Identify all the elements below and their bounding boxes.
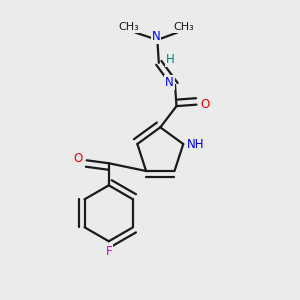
- Text: N: N: [152, 30, 160, 43]
- Text: N: N: [165, 76, 174, 89]
- Text: O: O: [200, 98, 209, 111]
- Text: H: H: [166, 53, 174, 66]
- Text: F: F: [106, 245, 112, 258]
- Text: CH₃: CH₃: [173, 22, 194, 32]
- Text: O: O: [74, 152, 83, 165]
- Text: CH₃: CH₃: [118, 22, 139, 32]
- Text: NH: NH: [187, 137, 204, 151]
